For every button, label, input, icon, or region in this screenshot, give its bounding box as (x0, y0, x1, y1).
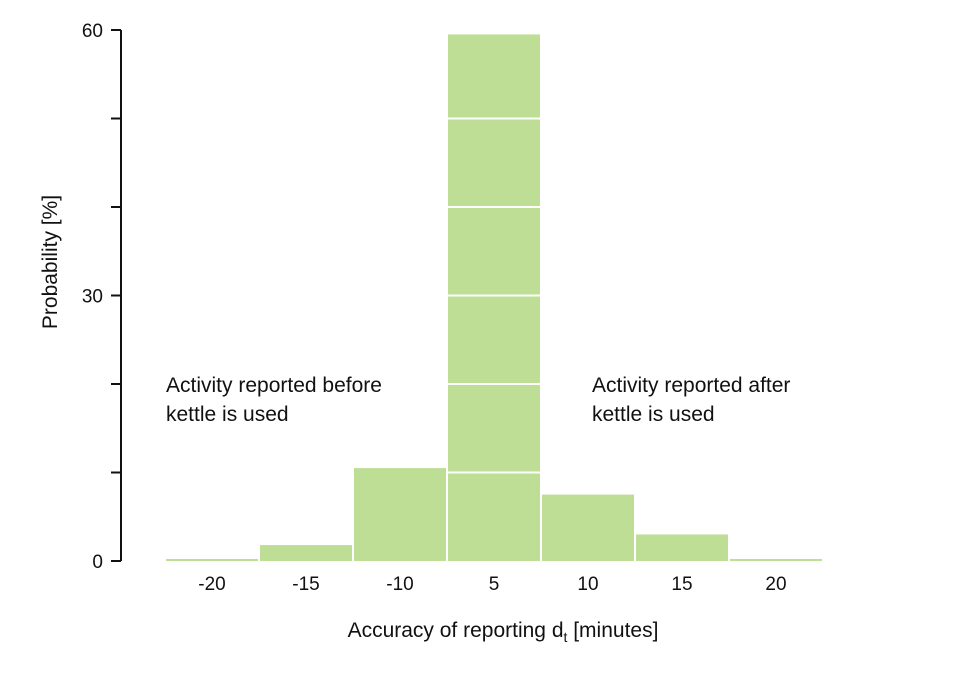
x-tick-label: 20 (765, 574, 786, 595)
bar (166, 559, 258, 561)
x-tick-label: -20 (198, 574, 225, 595)
y-tick-label: 0 (92, 552, 103, 573)
bar-inner-lines (352, 117, 636, 561)
x-tick-label: -10 (386, 574, 413, 595)
bar (636, 534, 728, 561)
y-ticks: 0 30 60 (82, 21, 121, 573)
annotation-after-line-2: kettle is used (592, 403, 715, 426)
x-axis-title-main: Accuracy of reporting d (348, 619, 564, 642)
x-tick-labels: -20 -15 -10 5 10 15 20 (198, 574, 786, 595)
x-tick-label: 5 (489, 574, 500, 595)
x-axis-title-subscript: t (564, 629, 568, 645)
x-axis-title-suffix: [minutes] (567, 619, 658, 642)
annotation-after-line-1: Activity reported after (592, 374, 790, 397)
annotation-before-line-1: Activity reported before (166, 374, 382, 397)
bar (448, 34, 540, 562)
y-axis-title: Probability [%] (39, 195, 62, 329)
x-tick-label: 10 (577, 574, 598, 595)
bar (542, 494, 634, 561)
annotation-after: Activity reported after kettle is used (592, 374, 796, 426)
bar (260, 545, 352, 561)
y-tick-label: 60 (82, 21, 103, 42)
x-tick-label: -15 (292, 574, 319, 595)
annotation-before-line-2: kettle is used (166, 403, 289, 426)
bar (730, 559, 822, 561)
bars-group (166, 34, 822, 562)
bar (354, 468, 446, 561)
x-tick-label: 15 (671, 574, 692, 595)
annotation-before: Activity reported before kettle is used (166, 374, 388, 426)
x-axis-title: Accuracy of reporting dt [minutes] (348, 619, 659, 645)
y-tick-label: 30 (82, 287, 103, 308)
